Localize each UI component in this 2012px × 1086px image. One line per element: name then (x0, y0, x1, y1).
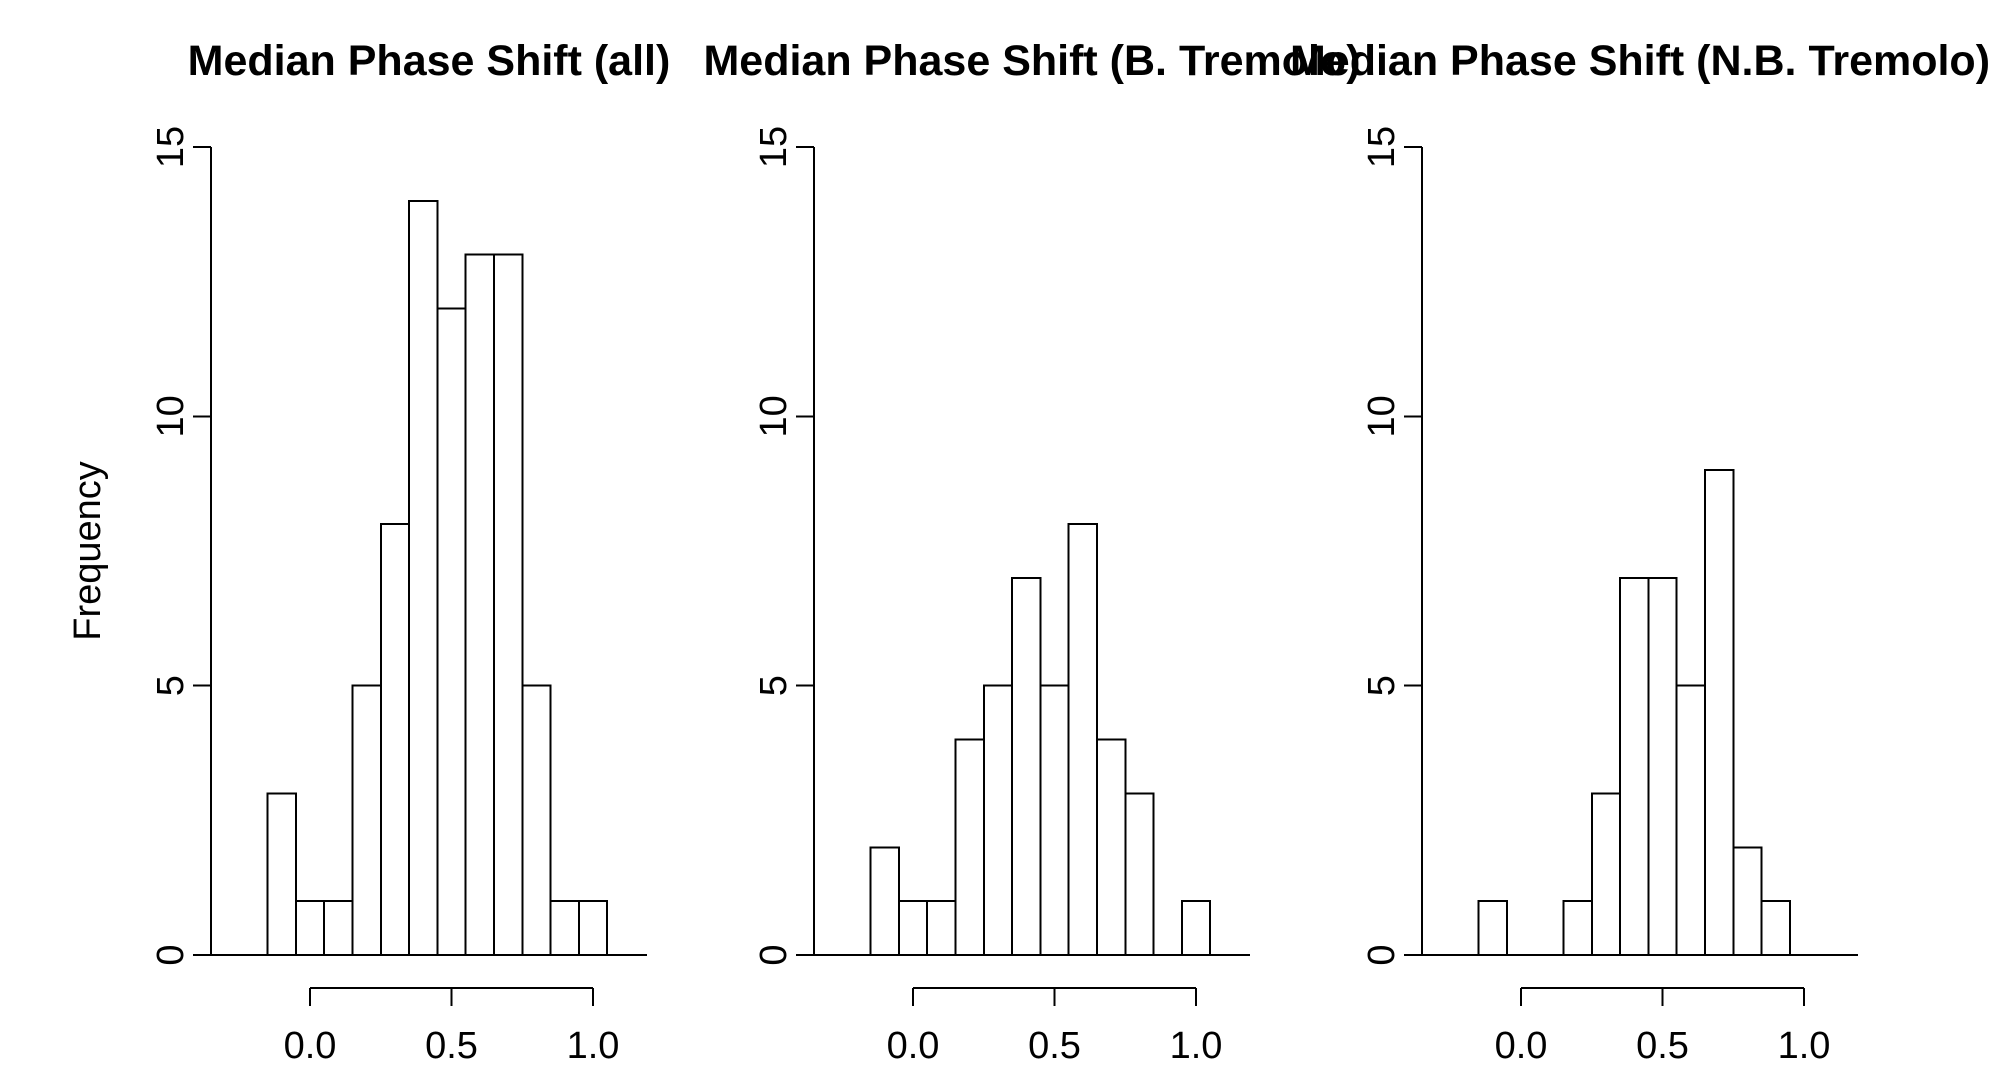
histogram-panel-1: Median Phase Shift (B. Tremolo) 0 5 10 15 0.0… (703, 37, 1360, 1067)
y-tick-label: 10 (1361, 395, 1403, 437)
y-tick-label: 10 (150, 395, 192, 437)
histogram-bar (379, 523, 411, 956)
histogram-bar (521, 684, 552, 957)
y-tick-label: 10 (753, 395, 795, 437)
histogram-bar (1562, 900, 1593, 957)
panel-title: Median Phase Shift (B. Tremolo) (703, 37, 1360, 85)
panel-title: Median Phase Shift (N.B. Tremolo) (1290, 37, 1990, 85)
histogram-panel-0: Median Phase Shift (all) 0 5 10 15 0.0 0.5 1.0 F… (67, 37, 670, 1067)
histogram-bar (577, 900, 609, 957)
y-tick-label: 15 (753, 126, 795, 168)
histogram-bar (294, 900, 326, 957)
histogram-bar (266, 792, 297, 957)
x-tick-label: 1.0 (567, 1025, 620, 1067)
x-tick-label: 0.0 (284, 1025, 337, 1067)
histogram-bar (1703, 469, 1735, 956)
histogram-bar (351, 684, 382, 957)
histogram-bar (1180, 900, 1212, 957)
histogram-bar (549, 900, 580, 957)
y-tick-label: 5 (1361, 675, 1403, 696)
histogram-bar (464, 253, 495, 956)
y-tick-label: 5 (150, 675, 192, 696)
histogram-bar (1619, 576, 1650, 957)
panel-title: Median Phase Shift (all) (188, 37, 671, 85)
y-tick-label: 15 (150, 126, 192, 168)
histogram-bar (1095, 738, 1127, 956)
histogram-bar (1675, 684, 1706, 957)
histogram-bar (1011, 576, 1042, 957)
x-tick-label: 0.5 (425, 1025, 478, 1067)
x-tick-label: 0.0 (887, 1025, 940, 1067)
y-tick-label: 15 (1361, 126, 1403, 168)
histogram-bar (1760, 900, 1791, 957)
x-tick-label: 0.5 (1636, 1025, 1689, 1067)
histogram-bar (436, 307, 467, 957)
x-tick-label: 1.0 (1170, 1025, 1223, 1067)
histogram-bar (1477, 900, 1508, 957)
histogram-bar (982, 684, 1014, 957)
histogram-bar (1067, 523, 1098, 956)
histogram-bar (1039, 684, 1070, 957)
y-tick-label: 0 (1361, 944, 1403, 965)
histogram-bar (926, 900, 957, 957)
histogram-bar (323, 900, 354, 957)
y-tick-label: 5 (753, 675, 795, 696)
y-tick-label: 0 (753, 944, 795, 965)
x-tick-label: 0.5 (1028, 1025, 1081, 1067)
histogram-panel-2: Median Phase Shift (N.B. Tremolo) 0 5 10 15 0… (1290, 37, 1990, 1067)
histogram-bar (408, 199, 439, 957)
histogram-bar (897, 900, 929, 957)
histogram-bar (869, 846, 900, 956)
histogram-bar (492, 253, 524, 956)
histogram-bar (1590, 792, 1622, 957)
y-axis-title: Frequency (67, 461, 109, 641)
histogram-bar (954, 738, 985, 956)
histogram-bar (1124, 792, 1155, 957)
histogram-bar (1732, 846, 1763, 956)
x-tick-label: 1.0 (1778, 1025, 1831, 1067)
histogram-bar (1647, 576, 1678, 957)
y-tick-label: 0 (150, 944, 192, 965)
x-tick-label: 0.0 (1495, 1025, 1548, 1067)
